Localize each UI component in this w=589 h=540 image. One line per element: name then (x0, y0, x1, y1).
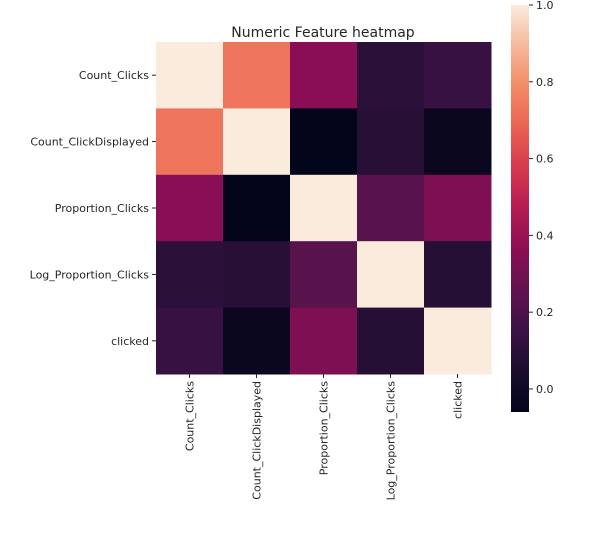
colorbar-tick-label: 0.2 (536, 306, 554, 319)
column-tick-label: clicked (452, 381, 465, 419)
column-tick-labels: Count_Clicks Count_ClickDisplayed Proporti… (184, 374, 465, 500)
colorbar-tick-label: 0.8 (536, 76, 554, 89)
column-tick-label: Count_ClickDisplayed (251, 381, 264, 500)
heatmap-cell-clicked-Log_Proportion_Clicks (357, 307, 425, 375)
heatmap-cell-Proportion_Clicks-clicked (424, 174, 492, 242)
colorbar-tick-label: 1.0 (536, 0, 554, 12)
heatmap-cell-Count_Clicks-clicked (424, 42, 492, 109)
heatmap-cell-Count_Clicks-Count_Clicks (156, 42, 224, 109)
heatmap-cell-clicked-clicked (424, 307, 492, 375)
column-tick-label: Proportion_Clicks (318, 381, 331, 475)
heatmap-cell-Count_ClickDisplayed-Proportion_Clicks (290, 108, 358, 176)
heatmap-cell-Count_ClickDisplayed-Log_Proportion_Clicks (357, 108, 425, 176)
heatmap-cell-Count_ClickDisplayed-Count_ClickDisplayed (223, 108, 291, 176)
heatmap-cell-Count_ClickDisplayed-Count_Clicks (156, 108, 224, 176)
colorbar-tick-label: 0.4 (536, 229, 554, 242)
colorbar-tick-label: 0.6 (536, 153, 554, 166)
heatmap-cell-Proportion_Clicks-Count_Clicks (156, 174, 224, 242)
heatmap-cell-Log_Proportion_Clicks-Count_ClickDisplayed (223, 241, 291, 309)
row-tick-label: Count_Clicks (79, 69, 149, 82)
chart-title: Numeric Feature heatmap (231, 25, 415, 41)
colorbar-tick-label: 0.0 (536, 383, 554, 396)
heatmap-cell-Count_ClickDisplayed-clicked (424, 108, 492, 176)
row-tick-label: Proportion_Clicks (55, 202, 149, 215)
column-tick-label: Log_Proportion_Clicks (385, 381, 398, 501)
heatmap-cell-Log_Proportion_Clicks-Proportion_Clicks (290, 241, 358, 309)
heatmap-cells (156, 42, 492, 375)
heatmap-cell-Proportion_Clicks-Count_ClickDisplayed (223, 174, 291, 242)
heatmap-cell-clicked-Count_Clicks (156, 307, 224, 375)
heatmap-cell-Proportion_Clicks-Log_Proportion_Clicks (357, 174, 425, 242)
colorbar: 0.0 0.2 0.4 0.6 0.8 1.0 (511, 0, 554, 412)
heatmap-cell-Log_Proportion_Clicks-Log_Proportion_Clicks (357, 241, 425, 309)
row-tick-label: Count_ClickDisplayed (30, 136, 149, 149)
heatmap-cell-clicked-Count_ClickDisplayed (223, 307, 291, 375)
heatmap-cell-Count_Clicks-Log_Proportion_Clicks (357, 42, 425, 109)
column-tick-label: Count_Clicks (184, 381, 197, 451)
heatmap-cell-Log_Proportion_Clicks-Count_Clicks (156, 241, 224, 309)
row-tick-label: clicked (111, 335, 149, 348)
row-tick-label: Log_Proportion_Clicks (30, 268, 150, 281)
heatmap-cell-Count_Clicks-Proportion_Clicks (290, 42, 358, 109)
heatmap-cell-Log_Proportion_Clicks-clicked (424, 241, 492, 309)
row-tick-labels: Count_Clicks Count_ClickDisplayed Proporti… (30, 69, 156, 348)
heatmap-cell-Proportion_Clicks-Proportion_Clicks (290, 174, 358, 242)
heatmap-cell-Count_Clicks-Count_ClickDisplayed (223, 42, 291, 109)
heatmap-cell-clicked-Proportion_Clicks (290, 307, 358, 375)
colorbar-gradient (511, 5, 529, 412)
